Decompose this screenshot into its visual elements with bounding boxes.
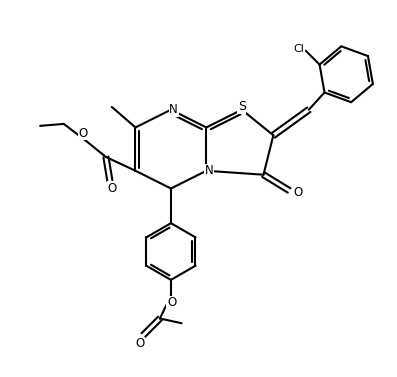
Text: O: O xyxy=(167,296,176,309)
Text: S: S xyxy=(238,100,246,113)
Text: O: O xyxy=(293,186,303,199)
Text: O: O xyxy=(135,337,145,350)
Text: Cl: Cl xyxy=(293,44,304,54)
Text: N: N xyxy=(169,103,178,116)
Text: O: O xyxy=(79,127,88,140)
Text: O: O xyxy=(107,182,116,195)
Text: N: N xyxy=(205,164,214,177)
